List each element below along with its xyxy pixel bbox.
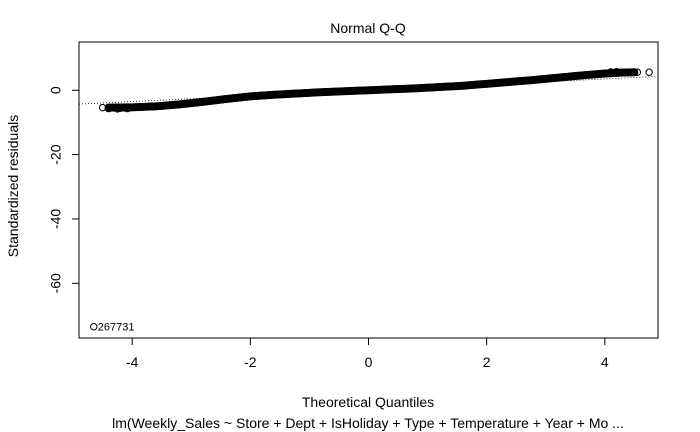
qq-tail-point [609,68,618,77]
x-axis-label: Theoretical Quantiles [302,394,434,410]
outlier-label: 267731 [98,322,135,334]
outlier-point [90,323,98,331]
qq-tail-point [645,68,653,76]
chart-title: Normal Q-Q [330,20,406,36]
y-tick-label: -60 [48,273,64,293]
x-tick-label: -4 [126,354,139,370]
x-tick-label: 2 [483,354,491,370]
y-axis-label: Standardized residuals [5,115,21,257]
qq-tail-point [624,68,633,76]
marks-group: 267731 [78,67,659,334]
y-tick-label: -40 [48,209,64,229]
y-tick-label: 0 [48,86,64,94]
x-tick-label: 0 [365,354,373,370]
x-tick-label: -2 [244,354,257,370]
qq-tail-point [633,68,642,76]
x-tick-label: 4 [601,354,609,370]
qq-tail-point [121,104,129,112]
axes-group: -4 -2 0 2 40-20-40-60 [48,41,659,370]
chart-subtitle: lm(Weekly_Sales ~ Store + Dept + IsHolid… [112,415,624,431]
qq-tail-point [98,103,107,112]
y-tick-label: -20 [48,144,64,164]
qq-tail-point [113,105,122,113]
